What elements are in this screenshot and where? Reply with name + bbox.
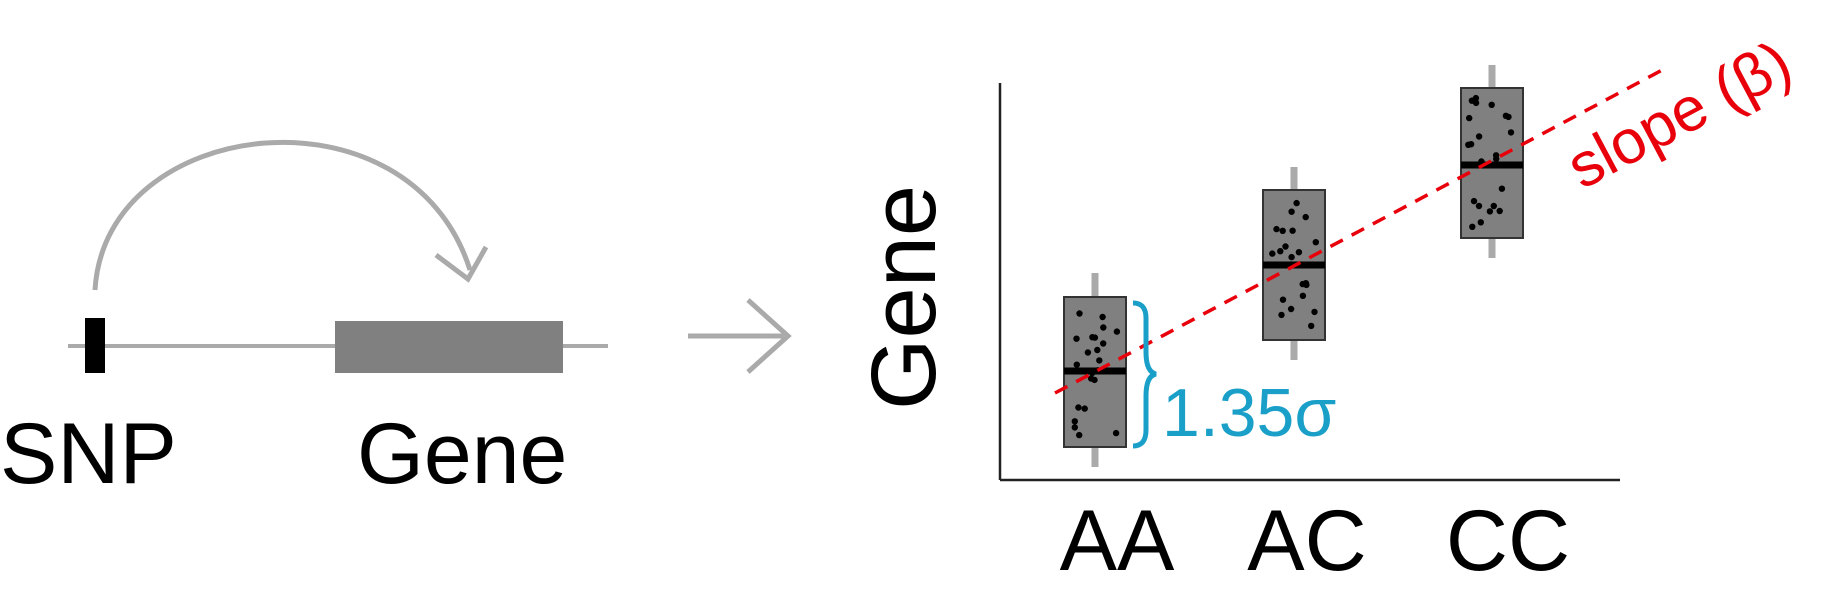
data-point-ac	[1288, 253, 1295, 261]
data-point-cc	[1477, 219, 1485, 226]
data-point-ac	[1293, 199, 1300, 207]
data-point-cc	[1475, 202, 1483, 210]
regulation-arc	[92, 140, 473, 291]
box-group	[1063, 65, 1524, 467]
data-point-ac	[1311, 308, 1318, 316]
data-point-cc	[1467, 141, 1475, 148]
snp-label: SNP	[0, 406, 177, 502]
data-point-ac	[1278, 311, 1285, 319]
slope-line	[1054, 66, 1667, 395]
snp-gene-schematic: SNP Gene	[0, 140, 608, 502]
data-point-aa	[1099, 313, 1106, 321]
data-point-cc	[1466, 114, 1473, 122]
y-axis-label: Gene	[853, 185, 955, 410]
data-point-aa	[1084, 349, 1092, 356]
data-point-aa	[1094, 346, 1101, 354]
data-point-cc	[1475, 133, 1483, 140]
category-label-aa: AA	[1060, 493, 1175, 589]
data-point-ac	[1288, 208, 1295, 215]
gene-block	[335, 321, 563, 373]
data-point-ac	[1295, 249, 1303, 256]
data-point-ac	[1269, 250, 1276, 257]
data-point-aa	[1087, 375, 1095, 382]
data-point-cc	[1469, 223, 1476, 230]
data-point-ac	[1308, 322, 1315, 330]
data-point-aa	[1100, 324, 1107, 331]
data-point-cc	[1470, 197, 1478, 205]
data-point-cc	[1486, 208, 1494, 215]
data-point-cc	[1490, 202, 1498, 210]
data-point-cc	[1493, 155, 1500, 163]
iqr-brace-icon	[1132, 300, 1157, 449]
data-point-aa	[1112, 429, 1120, 437]
data-point-cc	[1498, 185, 1506, 192]
arrow-head	[746, 298, 792, 374]
data-point-cc	[1496, 207, 1503, 215]
data-point-ac	[1312, 239, 1320, 246]
data-point-ac	[1277, 248, 1284, 255]
data-point-aa	[1113, 328, 1121, 335]
data-point-ac	[1302, 280, 1310, 287]
slope-annotation: slope (β)	[1556, 28, 1802, 203]
data-point-ac	[1282, 243, 1289, 250]
data-point-ac	[1279, 296, 1287, 303]
data-point-ac	[1289, 227, 1296, 234]
data-point-cc	[1472, 94, 1480, 102]
data-point-cc	[1488, 101, 1495, 109]
data-point-aa	[1096, 357, 1103, 364]
data-point-cc	[1502, 112, 1510, 120]
data-point-ac	[1302, 213, 1309, 221]
snp-marker	[85, 318, 105, 373]
genotype-boxplot: Gene slope (β) 1.35σ AA AC CC	[853, 28, 1803, 589]
data-point-cc	[1507, 129, 1515, 136]
data-point-aa	[1071, 418, 1079, 425]
data-point-ac	[1273, 225, 1280, 233]
gene-label: Gene	[357, 406, 567, 502]
data-point-aa	[1076, 310, 1083, 317]
data-point-aa	[1073, 335, 1080, 342]
data-point-ac	[1299, 292, 1307, 299]
data-point-aa	[1081, 405, 1088, 412]
category-label-cc: CC	[1446, 493, 1570, 589]
data-point-ac	[1279, 227, 1286, 234]
iqr-annotation: 1.35σ	[1162, 375, 1336, 451]
slope-prefix: slope	[1556, 64, 1734, 203]
transition-arrow-icon	[688, 298, 792, 374]
data-point-aa	[1071, 424, 1079, 431]
data-point-aa	[1073, 361, 1081, 368]
data-point-aa	[1076, 431, 1083, 439]
category-label-ac: AC	[1247, 493, 1366, 589]
data-point-aa	[1089, 334, 1096, 341]
regulation-arrowhead-icon	[434, 245, 489, 283]
data-point-aa	[1100, 340, 1107, 347]
data-point-ac	[1287, 305, 1295, 313]
data-point-aa	[1075, 404, 1082, 411]
